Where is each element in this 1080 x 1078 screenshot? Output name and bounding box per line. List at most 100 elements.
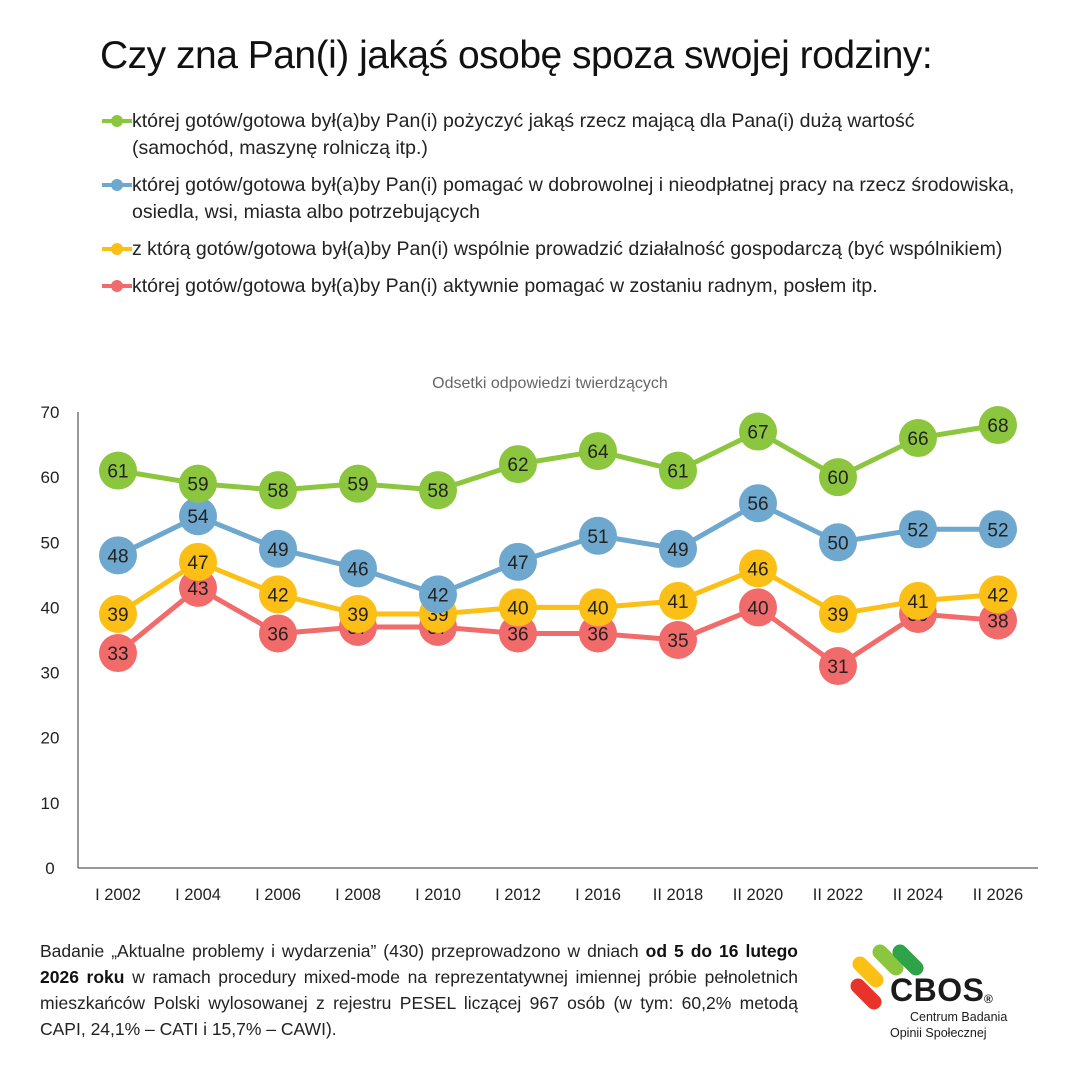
data-point [499, 445, 537, 484]
data-label: 36 [587, 624, 608, 645]
legend-marker-volunteer [102, 178, 132, 192]
data-point [579, 516, 617, 555]
y-tick-label: 70 [41, 403, 60, 422]
x-tick-label: II 2026 [973, 886, 1023, 904]
data-point [259, 614, 297, 653]
data-label: 49 [267, 540, 288, 561]
data-label: 52 [907, 520, 928, 541]
data-label: 39 [827, 605, 848, 626]
data-point [179, 464, 217, 503]
data-label: 67 [747, 423, 768, 444]
legend-label-politics: której gotów/gotowa był(a)by Pan(i) akty… [132, 275, 878, 297]
x-tick-label: II 2022 [813, 886, 863, 904]
data-label: 58 [267, 481, 288, 502]
y-tick-label: 30 [41, 664, 60, 683]
data-point [179, 568, 217, 607]
data-point [659, 529, 697, 568]
data-label: 59 [187, 475, 208, 496]
data-point [339, 549, 377, 588]
y-tick-label: 50 [41, 533, 60, 552]
data-point [739, 588, 777, 627]
series-line-0 [117, 422, 999, 493]
data-point [499, 614, 537, 653]
data-label: 54 [187, 507, 209, 528]
x-tick-label: I 2016 [575, 886, 621, 904]
legend-item-business: z którą gotów/gotowa był(a)by Pan(i) wsp… [100, 236, 1020, 263]
data-point [99, 594, 137, 633]
data-point [739, 412, 777, 451]
footnote-date: od 5 do 16 lutego 2026 roku [40, 941, 798, 987]
footnote-part2: w ramach procedury mixed-mode na repreze… [40, 967, 798, 1039]
data-label: 46 [747, 559, 768, 580]
data-label: 59 [347, 475, 368, 496]
y-tick-label: 10 [41, 794, 60, 813]
data-point [979, 601, 1017, 640]
data-point [659, 621, 697, 659]
data-point [739, 484, 777, 523]
cbos-wordmark: CBOS [890, 972, 985, 1008]
data-point [419, 575, 457, 614]
data-point [419, 471, 457, 510]
legend-item-volunteer: której gotów/gotowa był(a)by Pan(i) poma… [100, 172, 1020, 226]
data-label: 35 [667, 631, 688, 652]
x-tick-label: I 2008 [335, 886, 381, 904]
survey-footnote: Badanie „Aktualne problemy i wydarzenia”… [40, 938, 798, 1042]
data-point [579, 432, 617, 471]
data-label: 66 [907, 429, 928, 450]
data-label: 33 [107, 644, 128, 665]
series-line-3 [116, 585, 999, 669]
data-label: 42 [427, 585, 448, 606]
cbos-logo-mark [850, 944, 924, 1010]
data-label: 56 [747, 494, 768, 515]
data-label: 50 [827, 533, 848, 554]
cbos-subtitle-line1: Centrum Badania [910, 1010, 1008, 1024]
data-label: 42 [267, 585, 288, 606]
x-tick-label: II 2020 [733, 886, 783, 904]
data-point [339, 594, 377, 633]
legend-label-volunteer: której gotów/gotowa był(a)by Pan(i) poma… [132, 174, 1015, 223]
legend-label-business: z którą gotów/gotowa był(a)by Pan(i) wsp… [132, 238, 1003, 260]
legend-item-politics: której gotów/gotowa był(a)by Pan(i) akty… [100, 273, 1020, 300]
data-point [819, 458, 857, 497]
data-point [99, 451, 137, 490]
x-tick-label: II 2018 [653, 886, 703, 904]
data-point [979, 510, 1017, 549]
x-tick-label: II 2024 [893, 886, 943, 904]
chart-subtitle: Odsetki odpowiedzi twierdzących [432, 375, 668, 392]
x-tick-label: I 2004 [175, 886, 221, 904]
cbos-logo: CBOS ® Centrum Badania Opinii Społecznej [848, 942, 1048, 1047]
data-label: 42 [987, 585, 1008, 606]
data-point [179, 497, 217, 536]
data-label: 61 [667, 462, 688, 483]
data-label: 40 [747, 598, 768, 619]
data-label: 60 [827, 468, 848, 489]
legend-item-lend: której gotów/gotowa był(a)by Pan(i) poży… [100, 108, 1020, 162]
data-point [99, 536, 137, 575]
data-label: 39 [107, 605, 128, 626]
footnote-part1: Badanie „Aktualne problemy i wydarzenia”… [40, 941, 646, 961]
y-tick-label: 60 [41, 468, 60, 487]
legend-marker-lend [102, 114, 132, 128]
data-label: 61 [107, 462, 128, 483]
data-label: 36 [507, 624, 528, 645]
data-point [339, 464, 377, 503]
page-title: Czy zna Pan(i) jakąś osobę spoza swojej … [100, 34, 933, 77]
line-chart: Odsetki odpowiedzi twierdzących 0 10 20 30 40… [41, 375, 1038, 904]
data-point [259, 529, 297, 568]
data-label: 52 [987, 520, 1008, 541]
data-label: 68 [987, 416, 1008, 437]
data-point [739, 549, 777, 588]
data-label: 39 [347, 605, 368, 626]
data-point [259, 471, 297, 510]
y-tick-label: 0 [45, 859, 54, 878]
data-point [659, 581, 697, 620]
data-point [259, 575, 297, 614]
data-label: 62 [507, 455, 528, 476]
data-label: 43 [187, 579, 208, 600]
data-point [499, 542, 537, 581]
legend-marker-business [102, 242, 132, 256]
x-tick-label: I 2012 [495, 886, 541, 904]
data-point [819, 647, 857, 686]
data-label: 46 [347, 559, 368, 580]
data-point [499, 588, 537, 627]
